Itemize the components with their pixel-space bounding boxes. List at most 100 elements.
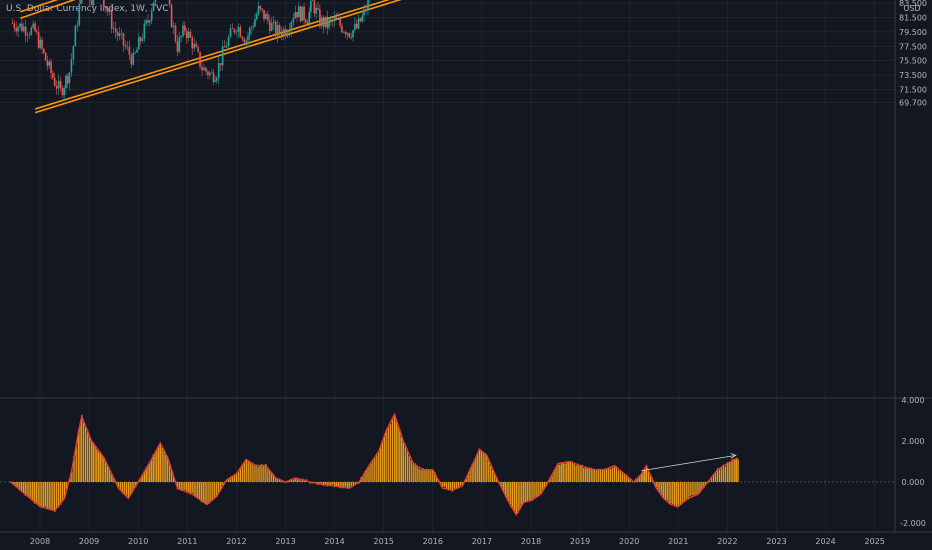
histogram-bar	[88, 435, 91, 482]
oscillator-tick-label: 4.000	[902, 396, 925, 405]
histogram-bar	[540, 482, 542, 494]
histogram-bar	[447, 482, 450, 491]
histogram-bar	[278, 479, 281, 482]
candle-body	[292, 18, 295, 23]
histogram-bar	[441, 482, 444, 487]
histogram-bar	[605, 468, 608, 482]
candle-body	[124, 45, 127, 47]
candle-body	[28, 34, 31, 36]
channel-line	[34, 0, 391, 110]
histogram-bar	[395, 418, 397, 482]
histogram-bar	[200, 482, 203, 502]
histogram-bar	[48, 482, 50, 509]
candle-body	[205, 67, 207, 72]
histogram-bar	[354, 482, 356, 485]
candle-body	[212, 72, 215, 82]
candle-body	[290, 22, 293, 30]
histogram-bar	[54, 482, 56, 512]
histogram-bar	[333, 482, 336, 488]
histogram-bar	[600, 468, 602, 482]
candle-body	[70, 59, 73, 73]
histogram-bar	[480, 450, 482, 482]
histogram-bar	[63, 482, 66, 498]
candle-body	[301, 6, 304, 22]
candle-body	[19, 23, 21, 27]
candle-body	[350, 37, 352, 38]
histogram-bar	[615, 466, 618, 482]
candle-body	[248, 28, 251, 36]
histogram-bar	[730, 460, 732, 482]
candle-body	[68, 72, 71, 84]
histogram-bar	[526, 482, 529, 502]
histogram-bar	[154, 452, 156, 482]
candle-body	[284, 28, 287, 37]
histogram-bar	[601, 469, 604, 482]
divergence-arrow-head	[730, 452, 737, 459]
candle-body	[306, 22, 309, 24]
histogram-bar	[555, 468, 557, 482]
candle-body	[168, 0, 171, 5]
histogram-bar	[379, 446, 382, 482]
histogram-bar	[642, 469, 644, 482]
price-tick-label: 73.500	[899, 71, 927, 80]
histogram-bar	[709, 480, 711, 482]
candle-body	[149, 20, 151, 23]
histogram-bar	[22, 482, 25, 494]
candle-body	[65, 75, 67, 89]
histogram-bar	[631, 481, 633, 483]
channel-line	[34, 0, 402, 114]
candle-body	[270, 22, 273, 31]
histogram-bar	[37, 482, 39, 505]
histogram-bar	[9, 481, 12, 482]
histogram-bar	[108, 467, 111, 482]
candle-body	[245, 40, 248, 43]
histogram-bar	[39, 482, 41, 507]
time-tick-label: 2021	[668, 537, 688, 546]
candle-body	[41, 39, 43, 49]
channel-lines	[20, 0, 402, 114]
histogram-bar	[428, 470, 430, 482]
candle-body	[66, 75, 69, 84]
histogram-bar	[734, 459, 736, 482]
histogram-bar	[165, 454, 167, 482]
histogram-bar	[152, 454, 154, 482]
histogram-bar	[532, 482, 534, 501]
histogram-bar	[621, 472, 624, 482]
histogram-bar	[699, 482, 701, 494]
candle-body	[154, 0, 157, 3]
histogram-bar	[82, 422, 85, 482]
histogram-bar	[180, 482, 182, 491]
histogram-bar	[166, 456, 169, 482]
candle-body	[361, 15, 364, 22]
histogram-bar	[321, 482, 323, 484]
histogram-bar	[247, 461, 249, 482]
histogram-bar	[326, 482, 328, 487]
candle-body	[122, 33, 125, 46]
histogram-bar	[257, 466, 259, 482]
histogram-bar	[296, 478, 298, 482]
histogram-bar	[187, 482, 190, 492]
candle-body	[324, 16, 327, 27]
price-axis: USD 69.700 71.500 73.500 75.500 77.500 79.500 8…	[899, 0, 927, 528]
candle-body	[193, 43, 195, 49]
histogram-bar	[506, 482, 508, 500]
time-tick-label: 2019	[570, 537, 590, 546]
histogram-bar	[274, 478, 277, 482]
candle-body	[61, 87, 64, 96]
candle-body	[145, 20, 147, 24]
histogram-bar	[237, 472, 240, 482]
candle-body	[255, 14, 258, 20]
candle-body	[170, 4, 173, 27]
histogram-bar	[484, 452, 486, 482]
histogram-bar	[271, 472, 273, 482]
histogram-bar	[662, 482, 665, 499]
histogram-bar	[259, 465, 261, 482]
histogram-bar	[112, 475, 114, 482]
histogram-bar	[210, 482, 212, 502]
histogram-bar	[644, 469, 646, 482]
histogram-bar	[536, 482, 538, 497]
histogram-bar	[243, 462, 245, 482]
histogram-bar	[560, 462, 563, 482]
histogram-bar	[657, 482, 659, 490]
